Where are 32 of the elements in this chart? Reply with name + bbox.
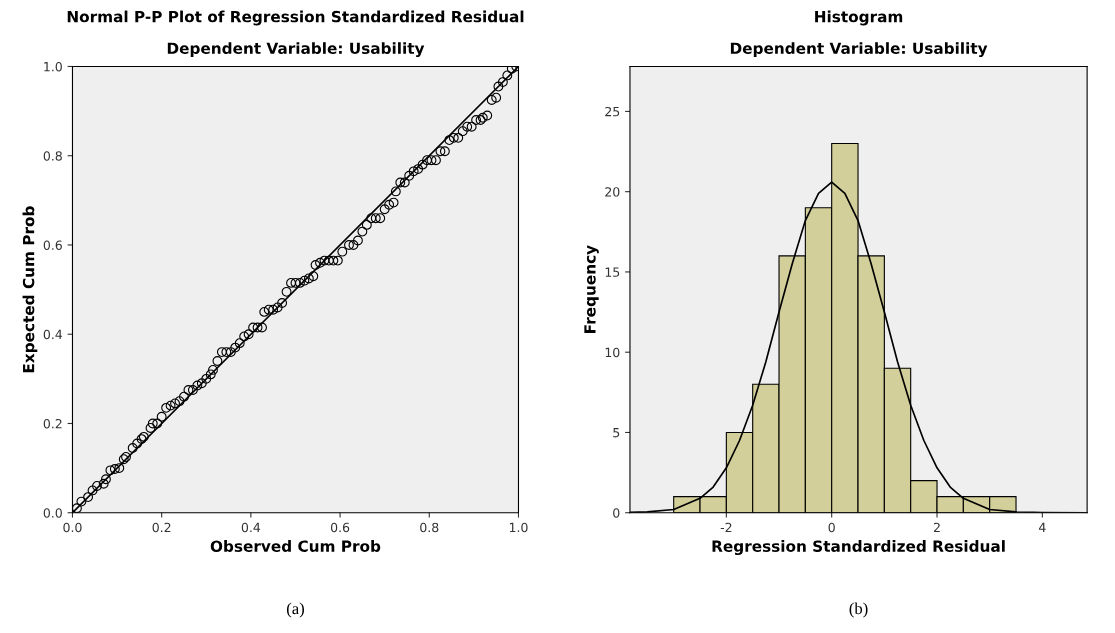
x-tick-label: 0.2: [152, 522, 171, 533]
y-tick-label: 0: [613, 508, 620, 518]
x-tick-label: 0.8: [420, 522, 439, 533]
x-tick-label: 1.0: [509, 522, 528, 533]
y-tick-label: 1.0: [44, 61, 62, 72]
chart-title: Histogram: [815, 10, 903, 26]
chart-title: Normal P-P Plot of Regression Standardized Residual: [67, 10, 524, 26]
y-axis-title: Expected Cum Prob: [22, 206, 38, 373]
chart-subtitle: Dependent Variable: Usability: [167, 42, 425, 58]
y-tick-label: 0.6: [43, 240, 62, 250]
text: (b): [849, 602, 868, 618]
x-axis-title: Observed Cum Prob: [210, 540, 381, 552]
chart-subtitle: Dependent Variable: Usability: [730, 42, 988, 58]
x-tick-label: 0.0: [63, 522, 82, 533]
y-tick-label: 15: [605, 267, 620, 277]
y-tick-label: 0.4: [43, 329, 63, 340]
x-tick-label: -2: [720, 522, 732, 532]
y-tick-label: 10: [605, 347, 620, 358]
y-axis-title: Frequency: [584, 245, 599, 333]
y-tick-label: 25: [605, 106, 620, 117]
x-tick-label: 0: [828, 522, 835, 533]
y-tick-label: 0.2: [43, 418, 62, 429]
y-tick-label: 0.0: [43, 508, 62, 518]
x-tick-label: 2: [933, 522, 940, 532]
x-axis-title: Regression Standardized Residual: [712, 540, 1005, 556]
y-tick-label: 20: [605, 187, 620, 197]
y-tick-label: 0.8: [43, 151, 62, 161]
y-tick-label: 5: [613, 428, 620, 438]
x-tick-label: 4: [1038, 522, 1046, 532]
x-tick-label: 0.6: [330, 522, 350, 533]
x-tick-label: 0.4: [241, 522, 261, 533]
text: (a): [286, 602, 304, 618]
